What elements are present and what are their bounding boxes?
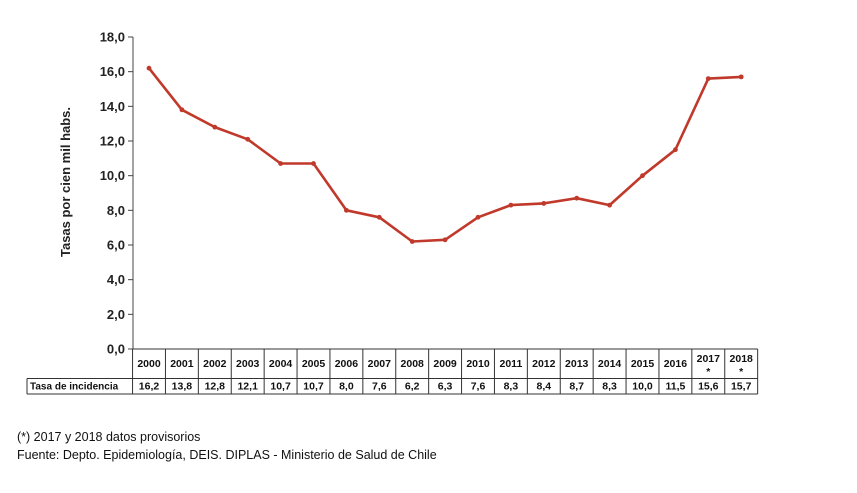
y-tick-label: 18,0 bbox=[100, 30, 125, 45]
data-point bbox=[278, 161, 283, 166]
table-value-cell: 8,4 bbox=[536, 381, 551, 393]
table-value-cell: 15,7 bbox=[731, 381, 752, 393]
data-point bbox=[508, 202, 514, 208]
y-axis: 0,0 2,0 4,0 6,0 8,0 10,0 12,0 14,0 16,0 18,0 bbox=[100, 30, 134, 357]
y-tick-label: 12,0 bbox=[100, 134, 125, 149]
x-category-label: 2002 bbox=[203, 358, 227, 370]
data-point bbox=[179, 107, 185, 113]
x-category-label: 2015 bbox=[631, 358, 655, 370]
table-value-cell: 8,3 bbox=[504, 381, 519, 393]
x-category-label: 2009 bbox=[433, 358, 457, 370]
table-value-cell: 10,0 bbox=[632, 381, 653, 393]
x-category-label: 2012 bbox=[532, 358, 556, 370]
y-axis-label: Tasas por cien mil habs. bbox=[58, 107, 73, 257]
series-line bbox=[147, 67, 742, 243]
x-category-label: 2011 bbox=[500, 358, 523, 370]
data-table: Tasa de incidencia 2000 16,2 2001 13,8 2002 12… bbox=[26, 348, 759, 395]
data-point bbox=[541, 201, 547, 206]
x-category-label: 2017 bbox=[697, 353, 721, 365]
table-value-cell: 12,1 bbox=[237, 381, 258, 393]
x-category-mark: * bbox=[739, 366, 744, 378]
table-value-cell: 12,8 bbox=[205, 381, 226, 393]
data-point bbox=[705, 76, 711, 81]
data-point bbox=[475, 214, 481, 220]
table-row-label: Tasa de incidencia bbox=[30, 382, 119, 393]
data-point bbox=[245, 136, 251, 142]
x-category-label: 2008 bbox=[401, 358, 425, 370]
data-point bbox=[376, 214, 382, 220]
table-value-cell: 16,2 bbox=[139, 381, 160, 393]
table-value-cell: 11,5 bbox=[665, 381, 685, 393]
data-point bbox=[311, 161, 316, 166]
data-point bbox=[442, 237, 448, 243]
table-value-cell: 6,2 bbox=[405, 381, 420, 393]
x-category-label: 2006 bbox=[335, 358, 359, 370]
data-point bbox=[212, 124, 218, 130]
x-category-label: 2003 bbox=[236, 358, 260, 370]
x-category-label: 2010 bbox=[466, 358, 490, 370]
x-category-mark: * bbox=[706, 366, 711, 378]
data-point bbox=[344, 207, 349, 213]
x-category-label: 2007 bbox=[368, 358, 392, 370]
data-point bbox=[640, 173, 645, 179]
footnote-source: Fuente: Depto. Epidemiología, DEIS. DIPL… bbox=[17, 448, 437, 462]
y-tick-label: 4,0 bbox=[107, 272, 125, 287]
x-category-label: 2014 bbox=[598, 358, 622, 370]
data-point bbox=[409, 239, 415, 244]
data-point bbox=[574, 195, 580, 201]
table-value-cell: 6,3 bbox=[438, 381, 453, 393]
table-value-cell: 15,6 bbox=[698, 381, 719, 393]
y-tick-label: 8,0 bbox=[107, 203, 125, 218]
table-value-cell: 8,0 bbox=[339, 381, 354, 393]
y-tick-label: 6,0 bbox=[107, 238, 125, 253]
x-category-label: 2005 bbox=[302, 358, 326, 370]
x-category-label: 2004 bbox=[269, 358, 293, 370]
data-point bbox=[673, 147, 678, 153]
data-point bbox=[607, 202, 612, 208]
y-tick-label: 2,0 bbox=[107, 307, 125, 322]
table-value-cell: 10,7 bbox=[303, 381, 324, 393]
table-value-cell: 10,7 bbox=[270, 381, 291, 393]
x-category-label: 2018 bbox=[730, 353, 754, 365]
y-tick-label: 14,0 bbox=[100, 99, 125, 114]
x-category-label: 2016 bbox=[664, 358, 688, 370]
data-point bbox=[146, 65, 152, 71]
table-value-cell: 8,7 bbox=[569, 381, 584, 393]
x-category-label: 2000 bbox=[137, 358, 161, 370]
x-category-label: 2013 bbox=[565, 358, 589, 370]
y-tick-label: 16,0 bbox=[100, 64, 125, 79]
table-value-cell: 7,6 bbox=[372, 381, 387, 393]
incidence-line-chart: 0,0 2,0 4,0 6,0 8,0 10,0 12,0 14,0 16,0 18,0 Tasa… bbox=[26, 30, 759, 395]
table-value-cell: 8,3 bbox=[602, 381, 617, 393]
y-tick-label: 0,0 bbox=[107, 342, 125, 357]
series-incidence bbox=[146, 65, 744, 244]
table-value-cell: 7,6 bbox=[471, 381, 486, 393]
table-value-cell: 13,8 bbox=[172, 381, 193, 393]
footnote-provisional: (*) 2017 y 2018 datos provisorios bbox=[17, 430, 201, 444]
y-tick-label: 10,0 bbox=[100, 168, 125, 183]
x-category-label: 2001 bbox=[170, 358, 194, 370]
data-point bbox=[738, 74, 744, 80]
